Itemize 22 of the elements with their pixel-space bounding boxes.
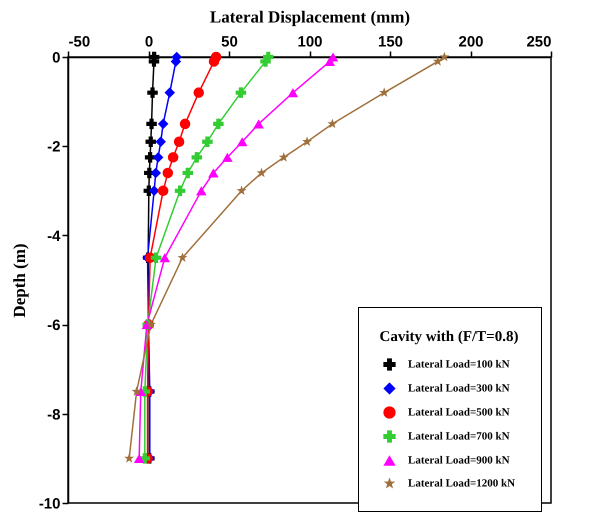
legend-label: Lateral Load=900 kN bbox=[408, 454, 510, 466]
x-tick-label: -50 bbox=[68, 34, 90, 50]
y-tick-label: -2 bbox=[47, 138, 60, 156]
y-tick-label: -8 bbox=[47, 406, 60, 424]
y-axis-title: Depth (m) bbox=[10, 243, 29, 318]
x-axis-title: Lateral Displacement (mm) bbox=[210, 8, 410, 26]
y-tick-label: -4 bbox=[47, 228, 62, 245]
legend-label: Lateral Load=700 kN bbox=[408, 430, 510, 442]
y-tick-label: -10 bbox=[38, 496, 60, 512]
legend-label: Lateral Load=100 kN bbox=[408, 358, 510, 370]
legend-label: Lateral Load=300 kN bbox=[408, 382, 510, 394]
x-tick-label: 100 bbox=[297, 34, 323, 50]
x-tick-label: 0 bbox=[144, 34, 154, 50]
x-tick-label: 200 bbox=[458, 34, 484, 50]
y-tick-label: -6 bbox=[47, 317, 60, 334]
legend-label: Lateral Load=500 kN bbox=[408, 406, 510, 418]
x-tick-label: 50 bbox=[221, 34, 238, 50]
legend-title: Cavity with (F/T=0.8) bbox=[380, 329, 518, 345]
x-tick-label: 250 bbox=[526, 34, 552, 50]
y-tick-label: 0 bbox=[52, 50, 60, 66]
x-tick-label: 150 bbox=[378, 34, 404, 50]
legend-label: Lateral Load=1200 kN bbox=[408, 478, 516, 490]
